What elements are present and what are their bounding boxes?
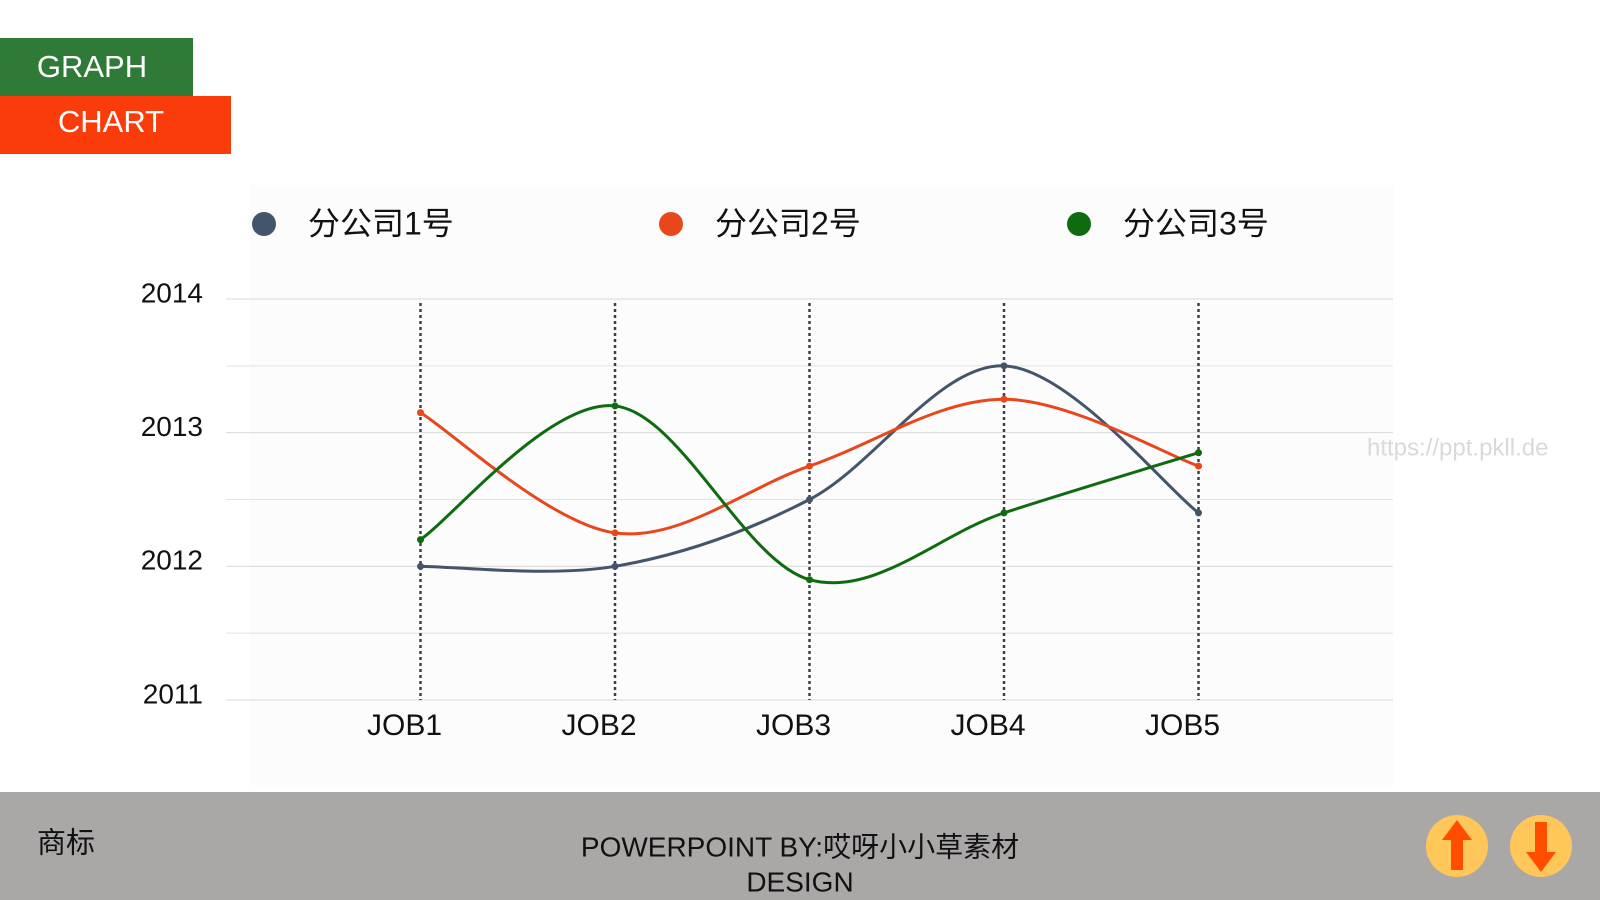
prev-button[interactable]: [1426, 815, 1488, 877]
point: [1000, 362, 1008, 370]
point: [611, 402, 619, 410]
series-line: [420, 364, 1200, 573]
x-tick-label: JOB1: [367, 709, 442, 742]
footer-bar: [0, 792, 1600, 900]
point: [611, 562, 619, 570]
badge-top: [0, 38, 193, 96]
badge-bottom: [0, 96, 231, 154]
point: [806, 462, 813, 470]
x-tick-label: JOB2: [561, 709, 636, 742]
point: [1000, 395, 1008, 403]
point: [1000, 509, 1008, 517]
y-tick-label: 2014: [141, 277, 203, 308]
series-line: [419, 404, 1199, 585]
footer-logo: 商标: [37, 827, 95, 860]
point: [417, 562, 424, 570]
chart: 2011 2012 2013 2014 JOB1 JOB2 JOB3 JOB4 JOB5 分公司1…: [141, 205, 1393, 742]
point: [611, 529, 619, 537]
point: [806, 576, 813, 584]
point: [1195, 462, 1202, 470]
legend-label: 分公司2号: [715, 205, 861, 241]
point: [1195, 509, 1202, 517]
x-tick-label: JOB5: [1145, 709, 1220, 742]
footer-credit: DESIGN: [746, 866, 853, 897]
x-tick-label: JOB3: [756, 709, 831, 742]
legend-marker: [252, 212, 276, 236]
legend-label: 分公司1号: [308, 205, 454, 241]
legend-marker: [1067, 212, 1091, 236]
point: [806, 496, 813, 503]
next-button[interactable]: [1510, 815, 1572, 877]
point: [1195, 449, 1202, 457]
point: [417, 536, 424, 544]
x-tick-label: JOB4: [950, 709, 1025, 742]
legend-label: 分公司3号: [1123, 205, 1269, 241]
point: [417, 409, 424, 417]
footer-credit: POWERPOINT BY:哎呀小小草素材: [581, 831, 1019, 862]
legend-marker: [659, 212, 683, 236]
y-tick-label: 2012: [141, 545, 203, 576]
watermark: https://ppt.pkll.de: [1367, 434, 1548, 461]
y-tick-label: 2013: [141, 411, 203, 442]
badge-bottom-text: CHART: [58, 104, 164, 139]
plot-background: [250, 185, 1393, 785]
y-tick-label: 2011: [143, 678, 203, 709]
badge-top-text: GRAPH: [37, 49, 147, 84]
